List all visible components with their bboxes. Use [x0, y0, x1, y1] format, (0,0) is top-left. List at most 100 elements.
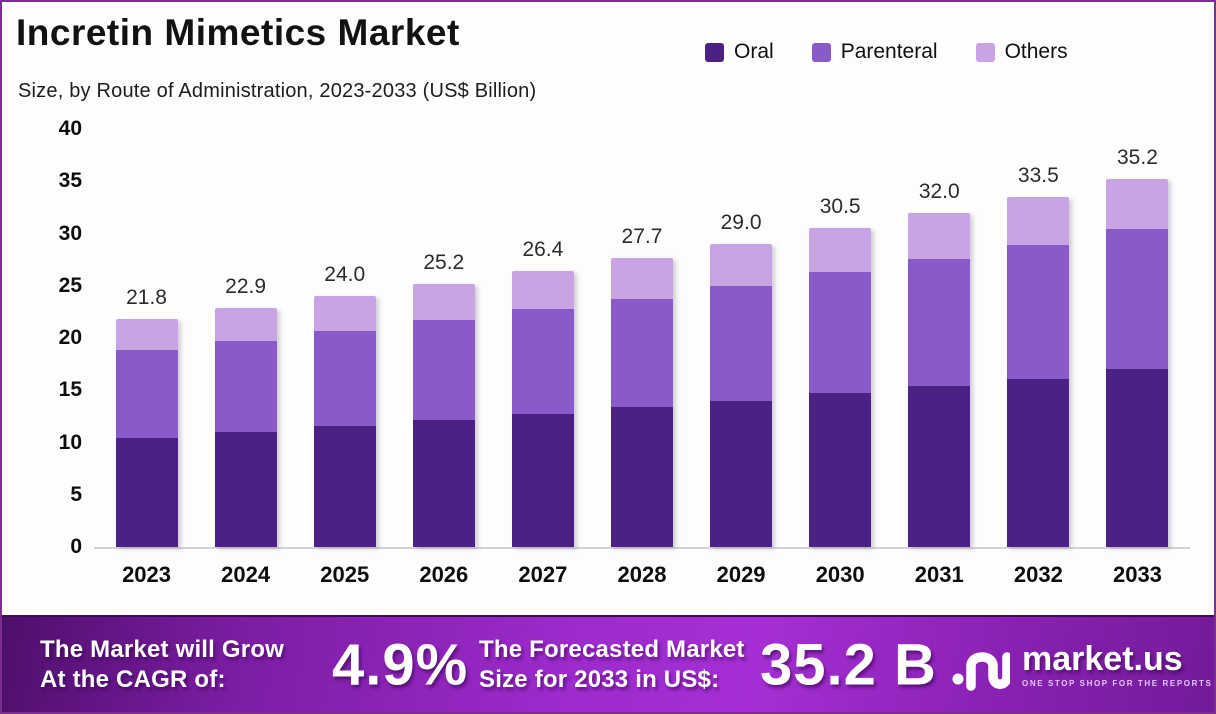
bar-total-label-2031: 32.0 [918, 179, 960, 203]
brand-tagline: ONE STOP SHOP FOR THE REPORTS [1022, 678, 1213, 688]
stacked-bar-chart: 40 35 30 25 20 15 10 5 0 21.8 22.9 24.0 25.2 26.4 27.… [2, 110, 1214, 615]
chart-legend: Oral Parenteral Others [705, 40, 1068, 64]
oral-swatch-icon [705, 42, 724, 62]
stacked-bar-2023 [115, 319, 178, 547]
bar-segment-oral-2033 [1106, 369, 1169, 547]
market-us-logo-icon [952, 651, 1010, 691]
bar-segment-oral-2030 [809, 393, 872, 547]
bar-segment-others-2023 [115, 319, 178, 350]
bar-segment-parenteral-2031 [908, 258, 971, 387]
bar-segment-oral-2023 [115, 438, 178, 547]
y-axis-tick-label: 30 [58, 221, 82, 245]
bar-slot-2031: 32.0 [890, 129, 989, 547]
legend-label-oral: Oral [734, 40, 774, 63]
bar-total-label-2029: 29.0 [720, 210, 762, 234]
bar-segment-others-2026 [412, 283, 475, 321]
x-axis-label-2029: 2029 [716, 562, 766, 587]
bar-slot-2033: 35.2 [1088, 129, 1187, 547]
x-axis-label-2032: 2032 [1013, 562, 1063, 587]
legend-label-parenteral: Parenteral [840, 40, 938, 63]
bar-segment-others-2025 [313, 296, 376, 331]
bar-segment-oral-2028 [610, 406, 673, 547]
bar-segment-others-2031 [908, 212, 971, 259]
legend-item-oral: Oral [705, 40, 774, 64]
x-axis-label-2027: 2027 [518, 562, 568, 587]
bar-total-label-2027: 26.4 [522, 238, 564, 262]
plot-area: 21.8 22.9 24.0 25.2 26.4 27.7 29.0 30.5 32.0 33.5… [97, 129, 1187, 547]
legend-item-others: Others [975, 40, 1068, 64]
bar-segment-parenteral-2028 [610, 299, 673, 407]
y-axis-tick-label: 40 [58, 117, 82, 140]
bar-segment-others-2028 [610, 257, 673, 300]
bar-segment-others-2029 [710, 243, 773, 286]
bar-segment-parenteral-2033 [1106, 229, 1169, 370]
bar-segment-parenteral-2030 [809, 272, 872, 394]
x-axis-line [94, 547, 1190, 549]
y-axis-tick-label: 20 [58, 326, 82, 349]
page-title: Incretin Mimetics Market [16, 12, 460, 53]
chart-subtitle: Size, by Route of Administration, 2023-2… [18, 80, 537, 102]
bar-total-label-2024: 22.9 [225, 274, 267, 298]
x-axis-label-2025: 2025 [320, 562, 370, 587]
x-axis-label-2024: 2024 [221, 562, 271, 587]
cagr-label-line2: At the CAGR of: [40, 665, 226, 693]
stacked-bar-2024 [214, 307, 277, 547]
y-axis-tick-label: 5 [70, 482, 82, 506]
bar-slot-2032: 33.5 [989, 129, 1088, 547]
x-axis-label-2026: 2026 [419, 562, 469, 587]
stacked-bar-2030 [809, 228, 872, 547]
bar-segment-others-2030 [809, 228, 872, 273]
stacked-bar-2033 [1106, 179, 1169, 547]
bar-segment-parenteral-2024 [214, 341, 277, 433]
bar-segment-oral-2032 [1007, 378, 1070, 547]
footer-banner: The Market will Grow At the CAGR of: 4.9… [2, 615, 1214, 712]
bar-slot-2028: 27.7 [592, 129, 691, 547]
bar-segment-oral-2026 [412, 419, 475, 547]
bar-total-label-2032: 33.5 [1017, 163, 1059, 187]
cagr-label: The Market will Grow At the CAGR of: [40, 635, 284, 695]
bar-total-label-2030: 30.5 [819, 195, 861, 219]
x-axis-label-2023: 2023 [122, 562, 172, 587]
bar-total-label-2026: 25.2 [423, 250, 465, 274]
brand-logo: market.us ONE STOP SHOP FOR THE REPORTS [952, 637, 1212, 693]
y-axis-tick-label: 35 [58, 169, 82, 193]
bar-segment-others-2024 [214, 307, 277, 342]
parenteral-swatch-icon [811, 42, 831, 62]
stacked-bar-2025 [313, 296, 376, 547]
bar-segment-parenteral-2023 [115, 349, 178, 439]
brand-name: market.us [1022, 639, 1183, 678]
bar-segment-oral-2024 [214, 432, 277, 547]
stacked-bar-2028 [610, 257, 673, 547]
x-axis-label-2028: 2028 [617, 562, 667, 587]
y-axis-tick-label: 15 [58, 378, 82, 402]
bar-total-label-2025: 24.0 [324, 263, 366, 287]
bar-segment-parenteral-2025 [313, 330, 376, 426]
bar-segment-parenteral-2027 [511, 308, 574, 415]
y-axis-tick-label: 25 [58, 273, 82, 297]
bar-segment-oral-2027 [511, 414, 574, 547]
y-axis-tick-label: 10 [58, 430, 82, 454]
x-axis-label-2033: 2033 [1112, 562, 1162, 587]
stacked-bar-2026 [412, 283, 475, 547]
legend-item-parenteral: Parenteral [811, 40, 938, 64]
stacked-bar-2029 [710, 243, 773, 547]
bar-segment-others-2033 [1106, 179, 1169, 230]
bar-total-label-2033: 35.2 [1117, 146, 1158, 170]
bar-slot-2023: 21.8 [97, 129, 196, 547]
x-axis-label-2031: 2031 [914, 562, 964, 587]
forecast-label: The Forecasted Market Size for 2033 in U… [479, 635, 745, 695]
bar-segment-parenteral-2029 [710, 285, 773, 401]
stacked-bar-2031 [908, 212, 971, 547]
stacked-bar-2027 [511, 271, 574, 547]
bar-slot-2027: 26.4 [493, 129, 592, 547]
cagr-label-line1: The Market will Grow [40, 635, 285, 663]
bar-slot-2025: 24.0 [295, 129, 394, 547]
bar-total-label-2023: 21.8 [126, 286, 167, 310]
forecast-label-line2: Size for 2033 in US$: [479, 665, 720, 693]
bar-slot-2024: 22.9 [196, 129, 295, 547]
forecast-label-line1: The Forecasted Market [479, 635, 745, 663]
bar-segment-others-2032 [1007, 196, 1070, 246]
stacked-bar-2032 [1007, 196, 1070, 547]
bar-segment-parenteral-2032 [1007, 245, 1070, 379]
